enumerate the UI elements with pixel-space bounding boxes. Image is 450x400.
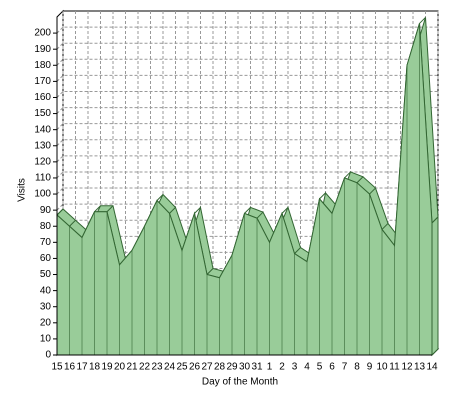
y-axis-label: Visits <box>17 178 28 202</box>
x-tick-label: 6 <box>329 362 335 373</box>
x-tick-label: 18 <box>89 362 101 373</box>
x-tick-label: 8 <box>354 362 360 373</box>
y-tick-label: 80 <box>40 221 52 232</box>
y-tick-label: 150 <box>34 108 51 119</box>
area-edge <box>369 187 376 195</box>
x-tick-label: 2 <box>279 362 285 373</box>
area-edge <box>94 205 101 213</box>
area-edge <box>169 207 176 214</box>
area-edge <box>156 194 164 201</box>
grid-line <box>56 107 438 114</box>
x-tick-label: 5 <box>317 362 323 373</box>
area-edge <box>194 207 201 214</box>
grid-line <box>56 58 438 66</box>
grid-line <box>56 187 438 195</box>
grid-line <box>56 171 438 179</box>
y-tick-label: 30 <box>40 301 52 312</box>
area-edge <box>281 207 289 214</box>
y-tick-label: 60 <box>40 253 52 264</box>
y-tick-label: 160 <box>34 92 51 103</box>
x-tick-label: 16 <box>64 362 76 373</box>
x-tick-label: 4 <box>304 362 310 373</box>
x-tick-label: 29 <box>226 362 238 373</box>
x-tick-label: 3 <box>292 362 298 373</box>
area-edge <box>106 205 114 213</box>
area-edge <box>56 208 64 216</box>
y-tick-label: 110 <box>35 173 51 184</box>
area-edge <box>381 223 389 230</box>
area-edge <box>319 192 326 200</box>
area-edge <box>419 17 426 24</box>
y-tick-label: 70 <box>40 237 52 248</box>
area-edge <box>294 247 301 254</box>
x-axis-label: Day of the Month <box>202 377 278 388</box>
x-tick-label: 28 <box>214 362 226 373</box>
x-tick-label: 10 <box>376 362 388 373</box>
y-tick-label: 130 <box>34 140 51 151</box>
x-tick-label: 27 <box>201 362 213 373</box>
grid-line <box>56 123 438 131</box>
x-tick-label: 21 <box>126 362 138 373</box>
x-tick-label: 15 <box>51 362 63 373</box>
y-tick-label: 190 <box>34 44 51 55</box>
x-tick-label: 26 <box>189 362 201 373</box>
y-tick-label: 180 <box>34 60 51 71</box>
y-tick-label: 200 <box>34 28 51 39</box>
y-tick-label: 50 <box>40 269 52 280</box>
area-edge <box>344 171 351 179</box>
y-tick-label: 20 <box>40 317 52 328</box>
grid-line <box>56 139 438 147</box>
x-tick-label: 23 <box>151 362 163 373</box>
y-tick-label: 170 <box>34 76 51 87</box>
x-tick-label: 7 <box>342 362 348 373</box>
x-tick-label: 19 <box>101 362 113 373</box>
area-edge <box>206 268 214 275</box>
y-tick-label: 40 <box>40 285 52 296</box>
grid-line <box>56 155 438 163</box>
area-edge <box>244 207 251 214</box>
area-right <box>431 215 439 357</box>
x-tick-label: 17 <box>76 362 88 373</box>
x-tick-label: 12 <box>401 362 413 373</box>
area-edge <box>69 219 76 227</box>
y-tick-label: 100 <box>34 189 51 200</box>
x-tick-label: 11 <box>389 362 400 373</box>
grid-line <box>56 74 438 82</box>
grid-line <box>56 203 438 211</box>
x-tick-label: 20 <box>114 362 126 373</box>
grid-line <box>56 26 438 34</box>
x-tick-label: 25 <box>176 362 188 373</box>
grid-line <box>56 90 438 98</box>
x-tick-label: 14 <box>426 362 438 373</box>
y-tick-label: 120 <box>34 156 51 167</box>
area-edge <box>356 176 364 184</box>
y-tick-label: 140 <box>34 124 51 135</box>
x-tick-label: 22 <box>139 362 151 373</box>
grid-line <box>56 42 438 50</box>
x-tick-label: 30 <box>239 362 251 373</box>
y-tick-label: 10 <box>40 334 52 345</box>
area-edge <box>256 211 264 219</box>
x-tick-label: 31 <box>251 362 263 373</box>
x-tick-label: 13 <box>414 362 426 373</box>
x-tick-label: 1 <box>267 362 273 373</box>
area <box>56 23 433 356</box>
x-tick-label: 24 <box>164 362 176 373</box>
y-tick-label: 0 <box>45 350 51 361</box>
x-tick-label: 9 <box>367 362 373 373</box>
y-tick-label: 90 <box>40 205 52 216</box>
